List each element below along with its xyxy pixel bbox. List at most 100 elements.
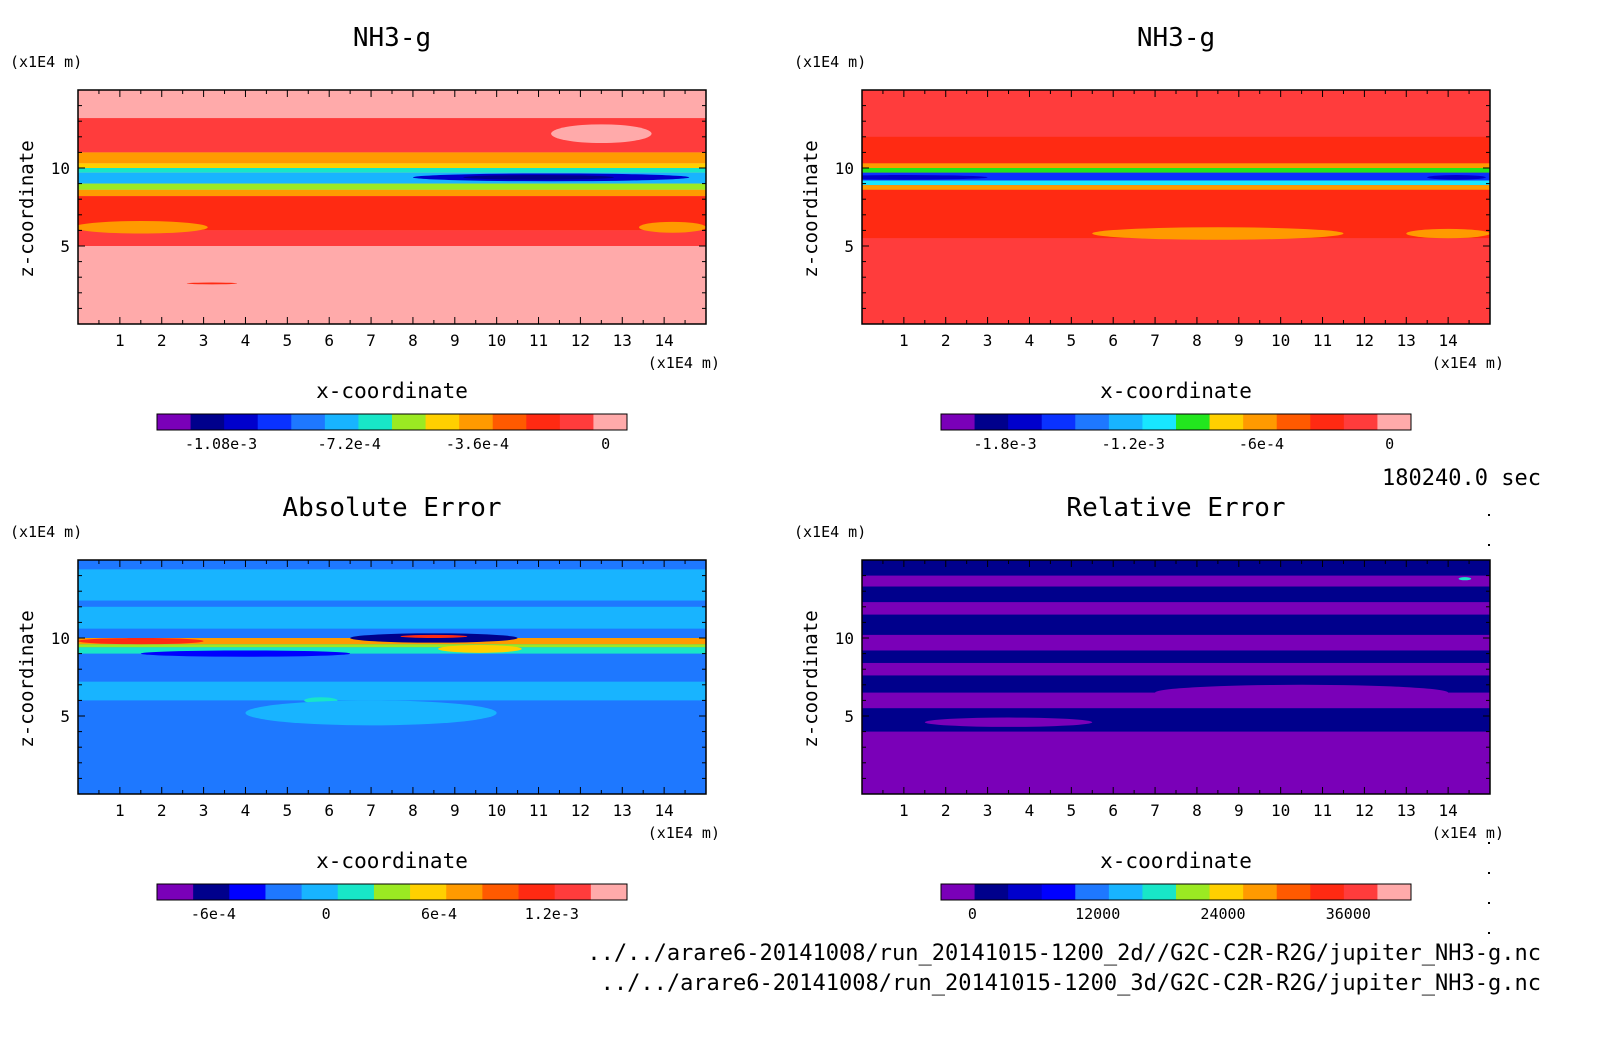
x-tick-label: 10 — [487, 801, 506, 820]
contour-field — [78, 90, 706, 324]
x-tick-label: 7 — [1150, 801, 1160, 820]
colorbar-segment — [1310, 884, 1345, 900]
x-tick-label: 2 — [941, 801, 951, 820]
z-tick-label: 10 — [51, 629, 70, 648]
margin-dot — [1488, 932, 1490, 934]
contour-feature — [140, 650, 351, 657]
colorbar-segment — [157, 414, 192, 430]
colorbar-segment — [1209, 884, 1244, 900]
colorbar-frame — [156, 413, 628, 431]
colorbar-tick-label: 24000 — [1200, 905, 1245, 923]
x-unit-label: (x1E4 m) — [1432, 354, 1504, 372]
colorbar-segment — [1142, 414, 1177, 430]
colorbar-segment — [1276, 414, 1311, 430]
x-tick-label: 10 — [1271, 331, 1290, 350]
z-unit-label: (x1E4 m) — [10, 523, 82, 541]
z-axis-label: z-coordinate — [800, 140, 822, 277]
x-tick-label: 11 — [1313, 331, 1332, 350]
colorbar-segment — [257, 414, 292, 430]
colorbar-segment — [1377, 414, 1412, 430]
x-tick-label: 14 — [1439, 331, 1458, 350]
contour-band — [862, 662, 1490, 676]
margin-dot — [1488, 514, 1490, 516]
contour-band — [78, 152, 706, 164]
colorbar-segment — [224, 414, 259, 430]
x-tick-label: 11 — [529, 801, 548, 820]
colorbar-segment — [1041, 884, 1076, 900]
contour-band — [862, 136, 1490, 164]
colorbar-tick-label: 6e-4 — [421, 905, 457, 923]
colorbar-segment — [1075, 414, 1110, 430]
x-tick-label: 5 — [1067, 331, 1077, 350]
colorbar-segment — [1075, 884, 1110, 900]
x-tick-label: 4 — [241, 801, 251, 820]
contour-feature — [186, 282, 238, 285]
contour-feature — [78, 638, 204, 645]
x-tick-label: 4 — [1025, 801, 1035, 820]
x-tick-label: 10 — [1271, 801, 1290, 820]
colorbar-segment — [974, 414, 1009, 430]
contour-feature — [438, 645, 522, 653]
chart-title: NH3-g — [353, 23, 431, 53]
x-tick-label: 7 — [1150, 331, 1160, 350]
x-tick-label: 12 — [571, 801, 590, 820]
z-axis-label: z-coordinate — [800, 610, 822, 747]
colorbar-tick-label: 12000 — [1075, 905, 1120, 923]
x-tick-label: 9 — [1234, 331, 1244, 350]
colorbar-tick-label: 1.2e-3 — [525, 905, 579, 923]
x-tick-label: 3 — [983, 801, 993, 820]
z-unit-label: (x1E4 m) — [794, 523, 866, 541]
colorbar-tick-label: -1.08e-3 — [185, 435, 257, 453]
contour-band — [78, 644, 706, 648]
x-axis-label: x-coordinate — [316, 379, 468, 403]
colorbar-tick-label: -6e-4 — [191, 905, 236, 923]
x-tick-label: 2 — [941, 331, 951, 350]
colorbar-segment — [459, 414, 494, 430]
x-tick-label: 13 — [613, 801, 632, 820]
contour-feature — [551, 124, 652, 144]
x-tick-label: 14 — [655, 331, 674, 350]
contour-feature — [463, 175, 614, 180]
colorbar-segment — [974, 884, 1009, 900]
colorbar-segment — [1176, 414, 1211, 430]
contour-feature — [1458, 577, 1472, 581]
x-tick-label: 8 — [1192, 331, 1202, 350]
x-tick-label: 9 — [450, 331, 460, 350]
contour-band — [78, 168, 706, 173]
colorbar-segment — [492, 414, 527, 430]
colorbar-segment — [392, 414, 427, 430]
colorbar-frame — [940, 413, 1412, 431]
colorbar-segment — [1041, 414, 1076, 430]
x-tick-label: 4 — [1025, 331, 1035, 350]
x-tick-label: 7 — [366, 801, 376, 820]
colorbar-segment — [593, 414, 628, 430]
x-tick-label: 6 — [324, 331, 334, 350]
colorbar-segment — [1142, 884, 1177, 900]
x-tick-label: 2 — [157, 331, 167, 350]
chart-title: Relative Error — [1066, 493, 1285, 523]
contour-band — [862, 99, 1490, 137]
contour-feature — [78, 221, 208, 234]
contour-feature — [664, 638, 706, 645]
contour-band — [862, 731, 1490, 794]
colorbar-segment — [358, 414, 393, 430]
colorbar-segment — [1343, 414, 1378, 430]
contour-band — [862, 168, 1490, 173]
colorbar-tick-label: -3.6e-4 — [446, 435, 509, 453]
z-axis-label: z-coordinate — [16, 140, 38, 277]
colorbar-tick-label: -7.2e-4 — [318, 435, 381, 453]
x-tick-label: 5 — [283, 331, 293, 350]
colorbar-segment — [324, 414, 359, 430]
colorbar-segment — [590, 884, 628, 900]
x-axis-label: x-coordinate — [1100, 379, 1252, 403]
contour-feature — [1155, 684, 1449, 701]
colorbar: -1.8e-3 -1.2e-3 -6e-4 0 — [940, 413, 1412, 453]
colorbar-segment — [1310, 414, 1345, 430]
contour-band — [78, 681, 706, 701]
x-tick-label: 14 — [655, 801, 674, 820]
colorbar-segment — [446, 884, 483, 900]
colorbar-segment — [554, 884, 592, 900]
contour-feature — [1427, 175, 1486, 180]
colorbar-segment — [157, 884, 194, 900]
